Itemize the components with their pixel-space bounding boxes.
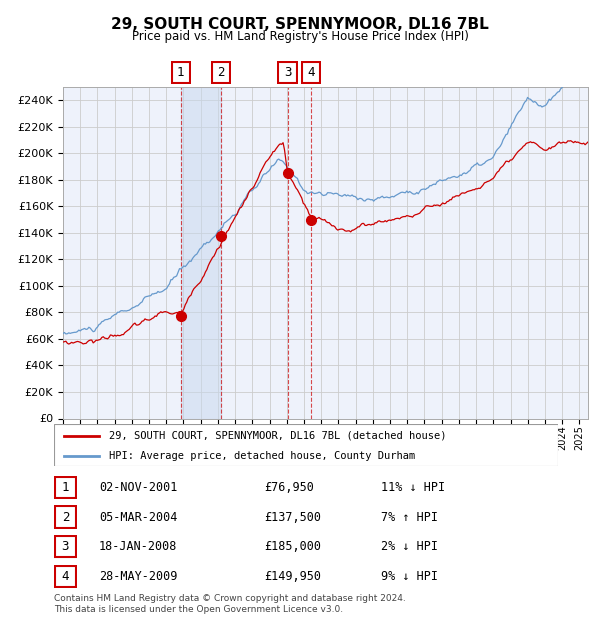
Text: 29, SOUTH COURT, SPENNYMOOR, DL16 7BL: 29, SOUTH COURT, SPENNYMOOR, DL16 7BL [111,17,489,32]
FancyBboxPatch shape [172,63,190,82]
Text: 9% ↓ HPI: 9% ↓ HPI [381,570,438,583]
FancyBboxPatch shape [55,536,76,557]
Text: 4: 4 [307,66,315,79]
Text: 2% ↓ HPI: 2% ↓ HPI [381,541,438,553]
Text: 29, SOUTH COURT, SPENNYMOOR, DL16 7BL (detached house): 29, SOUTH COURT, SPENNYMOOR, DL16 7BL (d… [109,431,447,441]
Text: £149,950: £149,950 [264,570,321,583]
FancyBboxPatch shape [212,63,230,82]
Text: Contains HM Land Registry data © Crown copyright and database right 2024.
This d: Contains HM Land Registry data © Crown c… [54,595,406,614]
FancyBboxPatch shape [278,63,297,82]
FancyBboxPatch shape [302,63,320,82]
Text: Price paid vs. HM Land Registry's House Price Index (HPI): Price paid vs. HM Land Registry's House … [131,30,469,43]
Text: 3: 3 [62,541,69,553]
Text: 05-MAR-2004: 05-MAR-2004 [99,511,178,523]
Text: 2: 2 [62,511,69,523]
Text: 1: 1 [62,481,69,494]
Text: 1: 1 [177,66,184,79]
Text: HPI: Average price, detached house, County Durham: HPI: Average price, detached house, Coun… [109,451,416,461]
FancyBboxPatch shape [55,566,76,587]
Text: 4: 4 [62,570,69,583]
FancyBboxPatch shape [55,507,76,528]
Text: 11% ↓ HPI: 11% ↓ HPI [381,481,445,494]
FancyBboxPatch shape [54,424,558,466]
Text: 3: 3 [284,66,292,79]
Text: 18-JAN-2008: 18-JAN-2008 [99,541,178,553]
Text: 02-NOV-2001: 02-NOV-2001 [99,481,178,494]
Bar [181,87,221,419]
Text: 2: 2 [217,66,224,79]
Text: £137,500: £137,500 [264,511,321,523]
Text: 7% ↑ HPI: 7% ↑ HPI [381,511,438,523]
Text: 28-MAY-2009: 28-MAY-2009 [99,570,178,583]
FancyBboxPatch shape [55,477,76,498]
Text: £185,000: £185,000 [264,541,321,553]
Text: £76,950: £76,950 [264,481,314,494]
